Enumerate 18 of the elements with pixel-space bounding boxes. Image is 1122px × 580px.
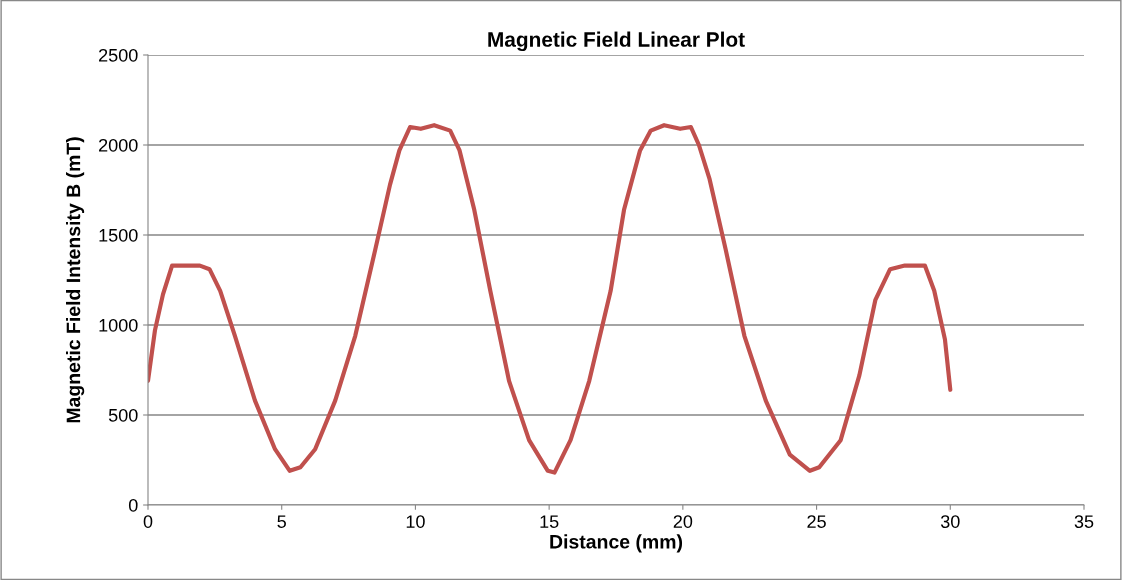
y-axis-title: Magnetic Field Intensity B (mT) (66, 137, 85, 423)
x-tick-label: 5 (277, 515, 286, 528)
x-axis-title: Distance (mm) (550, 534, 683, 553)
x-tick-label: 20 (673, 515, 693, 528)
x-tick-label: 35 (1074, 515, 1094, 528)
y-tick-label: 1500 (99, 228, 138, 242)
chart-title: Magnetic Field Linear Plot (488, 31, 745, 52)
y-tick-label: 1000 (99, 318, 138, 332)
x-tick-label: 25 (807, 515, 826, 528)
y-tick-label: 2000 (99, 138, 138, 152)
y-tick-label: 2500 (99, 48, 138, 62)
y-tick-label: 500 (108, 408, 138, 422)
x-tick-label: 10 (406, 515, 425, 528)
x-tick-label: 0 (143, 515, 153, 528)
y-tick-label: 0 (128, 498, 138, 512)
x-tick-label: 30 (940, 515, 960, 528)
x-tick-label: 15 (540, 515, 559, 528)
line-series (148, 123, 953, 475)
